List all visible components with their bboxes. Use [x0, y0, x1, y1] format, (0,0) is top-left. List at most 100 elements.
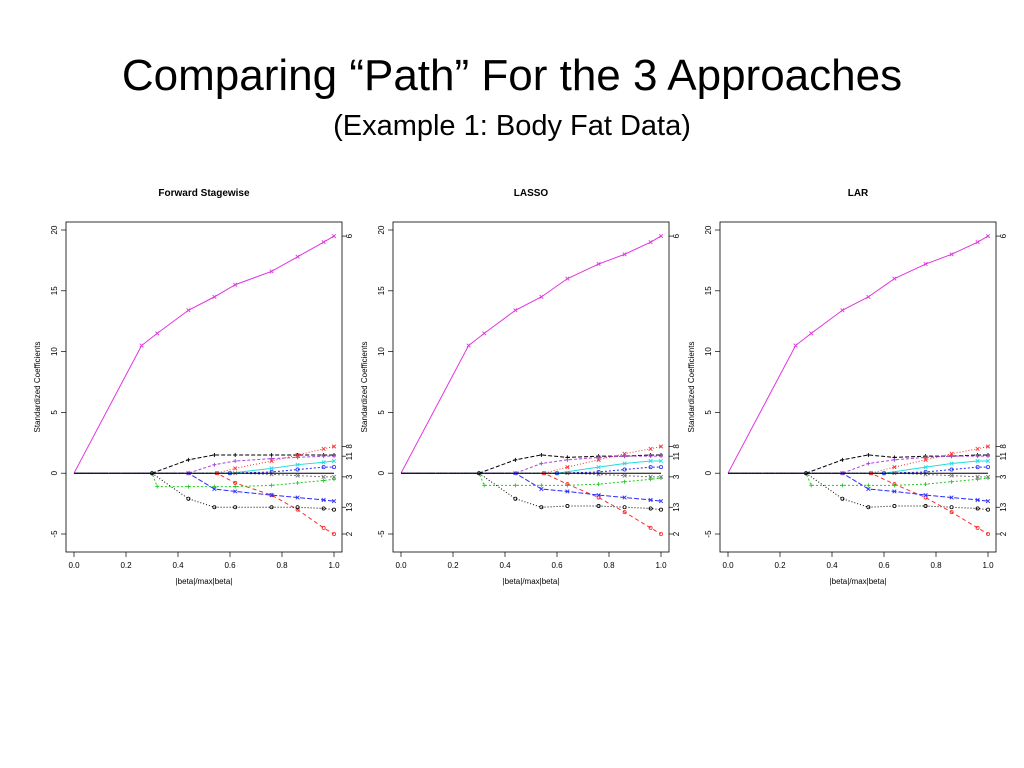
- series-point: [269, 458, 274, 464]
- variable-label: 3: [345, 474, 354, 479]
- series-point: [648, 446, 653, 451]
- y-axis-label: Standardized Coefficients: [360, 341, 369, 432]
- chart-forward-stagewise: Forward Stagewise 0.0 0.2 0.4 0.6 0.8 1.0 -5 0 5 1…: [33, 188, 354, 586]
- series-point: [539, 505, 544, 510]
- series-point: [659, 454, 663, 459]
- chart-title: Forward Stagewise: [158, 188, 250, 199]
- series-point: [212, 462, 217, 467]
- x-axis-label: |beta|/max|beta|: [176, 577, 233, 586]
- series-point: [212, 294, 217, 299]
- series-point: [212, 484, 217, 489]
- variable-label: 3: [672, 474, 681, 479]
- series-point: [155, 331, 160, 336]
- series-point: [295, 495, 300, 500]
- series-point: [565, 457, 570, 462]
- series-point: [466, 343, 471, 348]
- series-point: [622, 467, 627, 472]
- variable-label: 8: [672, 444, 681, 449]
- series-point: [295, 507, 300, 512]
- series-point: [596, 457, 601, 462]
- series-point: [269, 492, 274, 498]
- series-point: [565, 483, 570, 488]
- series-point: [659, 507, 664, 512]
- series-point: [331, 531, 336, 536]
- series-point: [513, 483, 518, 488]
- series-point: [233, 282, 238, 287]
- series-point: [596, 504, 601, 509]
- x-tick-label: 0.2: [120, 561, 132, 570]
- series-line: [728, 466, 988, 474]
- variable-label: 6: [999, 233, 1008, 238]
- series-point: [331, 444, 337, 449]
- series-point: [793, 343, 798, 348]
- series-point: [513, 457, 518, 462]
- series-point: [539, 452, 544, 457]
- series-point: [186, 496, 191, 501]
- series-point: [949, 467, 954, 472]
- series-line: [74, 455, 334, 474]
- series-point: [539, 483, 544, 488]
- series-point: [648, 506, 653, 511]
- series-point: [658, 499, 664, 504]
- y-tick-label: -5: [50, 530, 59, 538]
- series-point: [866, 483, 871, 488]
- x-tick-label: 0.8: [603, 561, 615, 570]
- series-point: [321, 478, 326, 483]
- series-line: [400, 235, 662, 474]
- x-tick-label: 0.2: [774, 561, 786, 570]
- series-point: [513, 308, 518, 313]
- y-tick-label: 20: [377, 225, 386, 234]
- series-point: [866, 452, 871, 457]
- series-point: [233, 466, 238, 471]
- series-point: [949, 454, 954, 459]
- series-point: [949, 510, 954, 515]
- series-point: [809, 483, 814, 488]
- series-point: [923, 455, 928, 460]
- series-point: [295, 462, 300, 467]
- x-tick-label: 1.0: [982, 561, 994, 570]
- series-point: [622, 505, 627, 510]
- series-line: [401, 472, 662, 486]
- series-point: [840, 496, 845, 501]
- series-point: [321, 240, 326, 245]
- x-tick-label: 0.4: [499, 561, 511, 570]
- y-tick-label: 15: [50, 286, 59, 295]
- series-point: [892, 504, 897, 509]
- series-point: [565, 504, 570, 509]
- series-point: [892, 489, 897, 494]
- series-point: [321, 454, 326, 459]
- x-tick-label: 0.6: [551, 561, 563, 570]
- variable-label: 2: [345, 531, 354, 536]
- series-line: [728, 472, 989, 511]
- series-point: [949, 495, 954, 500]
- chart-lasso: LASSO 0.0 0.2 0.4 0.6 0.8 1.0 -5 0 5 10 15 20 6 8 11 3 13…: [360, 188, 681, 586]
- series-point: [596, 482, 601, 487]
- y-tick-label: 5: [50, 410, 59, 415]
- series-point: [269, 505, 274, 510]
- y-tick-label: 0: [50, 470, 59, 475]
- series-point: [212, 486, 217, 492]
- series-point: [985, 233, 991, 239]
- series-point: [269, 456, 274, 461]
- series-point: [648, 497, 653, 503]
- x-tick-label: 0.4: [826, 561, 838, 570]
- series-point: [622, 495, 627, 500]
- series-point: [648, 240, 653, 245]
- series-point: [596, 465, 601, 470]
- x-tick-label: 1.0: [655, 561, 667, 570]
- y-tick-label: 5: [704, 410, 713, 415]
- variable-label: 11: [672, 451, 681, 460]
- series-point: [596, 492, 601, 498]
- series-point: [949, 252, 954, 257]
- series-point: [975, 458, 980, 464]
- x-axis-label: |beta|/max|beta|: [830, 577, 887, 586]
- series-point: [321, 460, 326, 465]
- y-tick-label: 20: [704, 225, 713, 234]
- series-line: [74, 460, 335, 474]
- series-point: [295, 455, 300, 460]
- series-point: [565, 465, 570, 470]
- plot-frame: [392, 221, 670, 553]
- y-axis-label: Standardized Coefficients: [33, 341, 42, 432]
- x-tick-label: 1.0: [328, 561, 340, 570]
- series-point: [648, 454, 653, 459]
